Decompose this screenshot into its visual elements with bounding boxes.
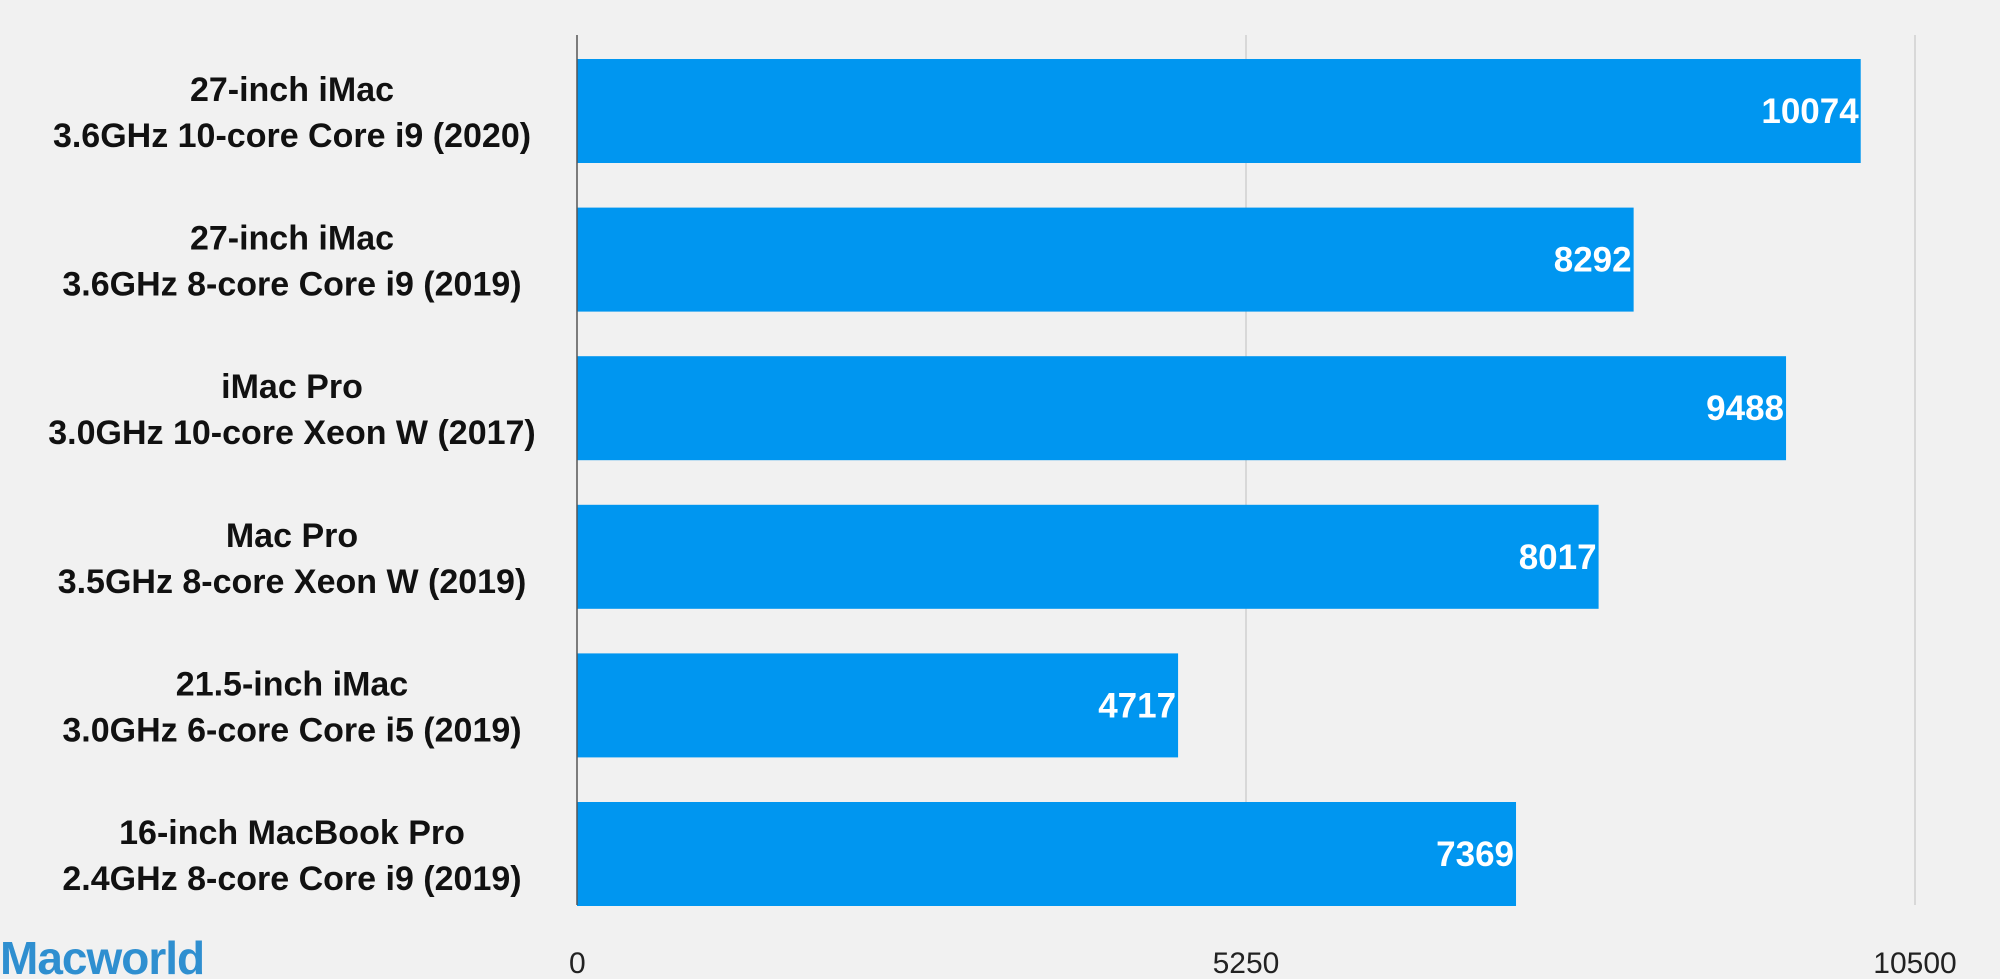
category-label-line1: 16-inch MacBook Pro <box>119 814 465 852</box>
bar-value-label: 4717 <box>1098 686 1176 725</box>
bar-value-label: 10074 <box>1761 92 1859 131</box>
bar-value-label: 8017 <box>1519 538 1597 577</box>
gridlines <box>1245 35 1916 905</box>
category-label-line2: 3.0GHz 10-core Xeon W (2017) <box>48 414 536 452</box>
bar-value-label: 7369 <box>1436 835 1514 874</box>
bars: 10074 8292 9488 8017 4717 7369 <box>577 59 1861 906</box>
x-tick-label: 5250 <box>1213 947 1280 979</box>
bar-1 <box>577 207 1634 312</box>
bar-5 <box>577 802 1517 906</box>
bar-3 <box>577 504 1599 609</box>
category-labels: 27-inch iMac 3.6GHz 10-core Core i9 (2020… <box>48 71 536 898</box>
category-label-line2: 3.5GHz 8-core Xeon W (2019) <box>58 563 527 601</box>
x-tick-label: 0 <box>569 947 586 979</box>
macworld-logo: Macworld <box>0 932 204 979</box>
category-label-line2: 2.4GHz 8-core Core i9 (2019) <box>62 860 521 898</box>
category-label-line1: 27-inch iMac <box>190 220 394 258</box>
category-label-line2: 3.6GHz 10-core Core i9 (2020) <box>53 117 531 155</box>
bar-0 <box>577 59 1861 163</box>
x-tick-label: 10500 <box>1873 947 1956 979</box>
x-axis-tick-labels: 0 5250 10500 <box>569 947 1957 979</box>
bar-4 <box>577 653 1179 758</box>
category-label-line2: 3.6GHz 8-core Core i9 (2019) <box>62 266 521 304</box>
category-label-line2: 3.0GHz 6-core Core i5 (2019) <box>62 711 521 749</box>
bar-value-label: 8292 <box>1554 241 1632 280</box>
category-label-line1: iMac Pro <box>221 368 363 406</box>
category-label-line1: Mac Pro <box>226 517 358 555</box>
bar-2 <box>577 356 1787 461</box>
bar-value-label: 9488 <box>1706 389 1784 428</box>
category-label-line1: 21.5-inch iMac <box>176 665 408 703</box>
category-label-line1: 27-inch iMac <box>190 71 394 109</box>
